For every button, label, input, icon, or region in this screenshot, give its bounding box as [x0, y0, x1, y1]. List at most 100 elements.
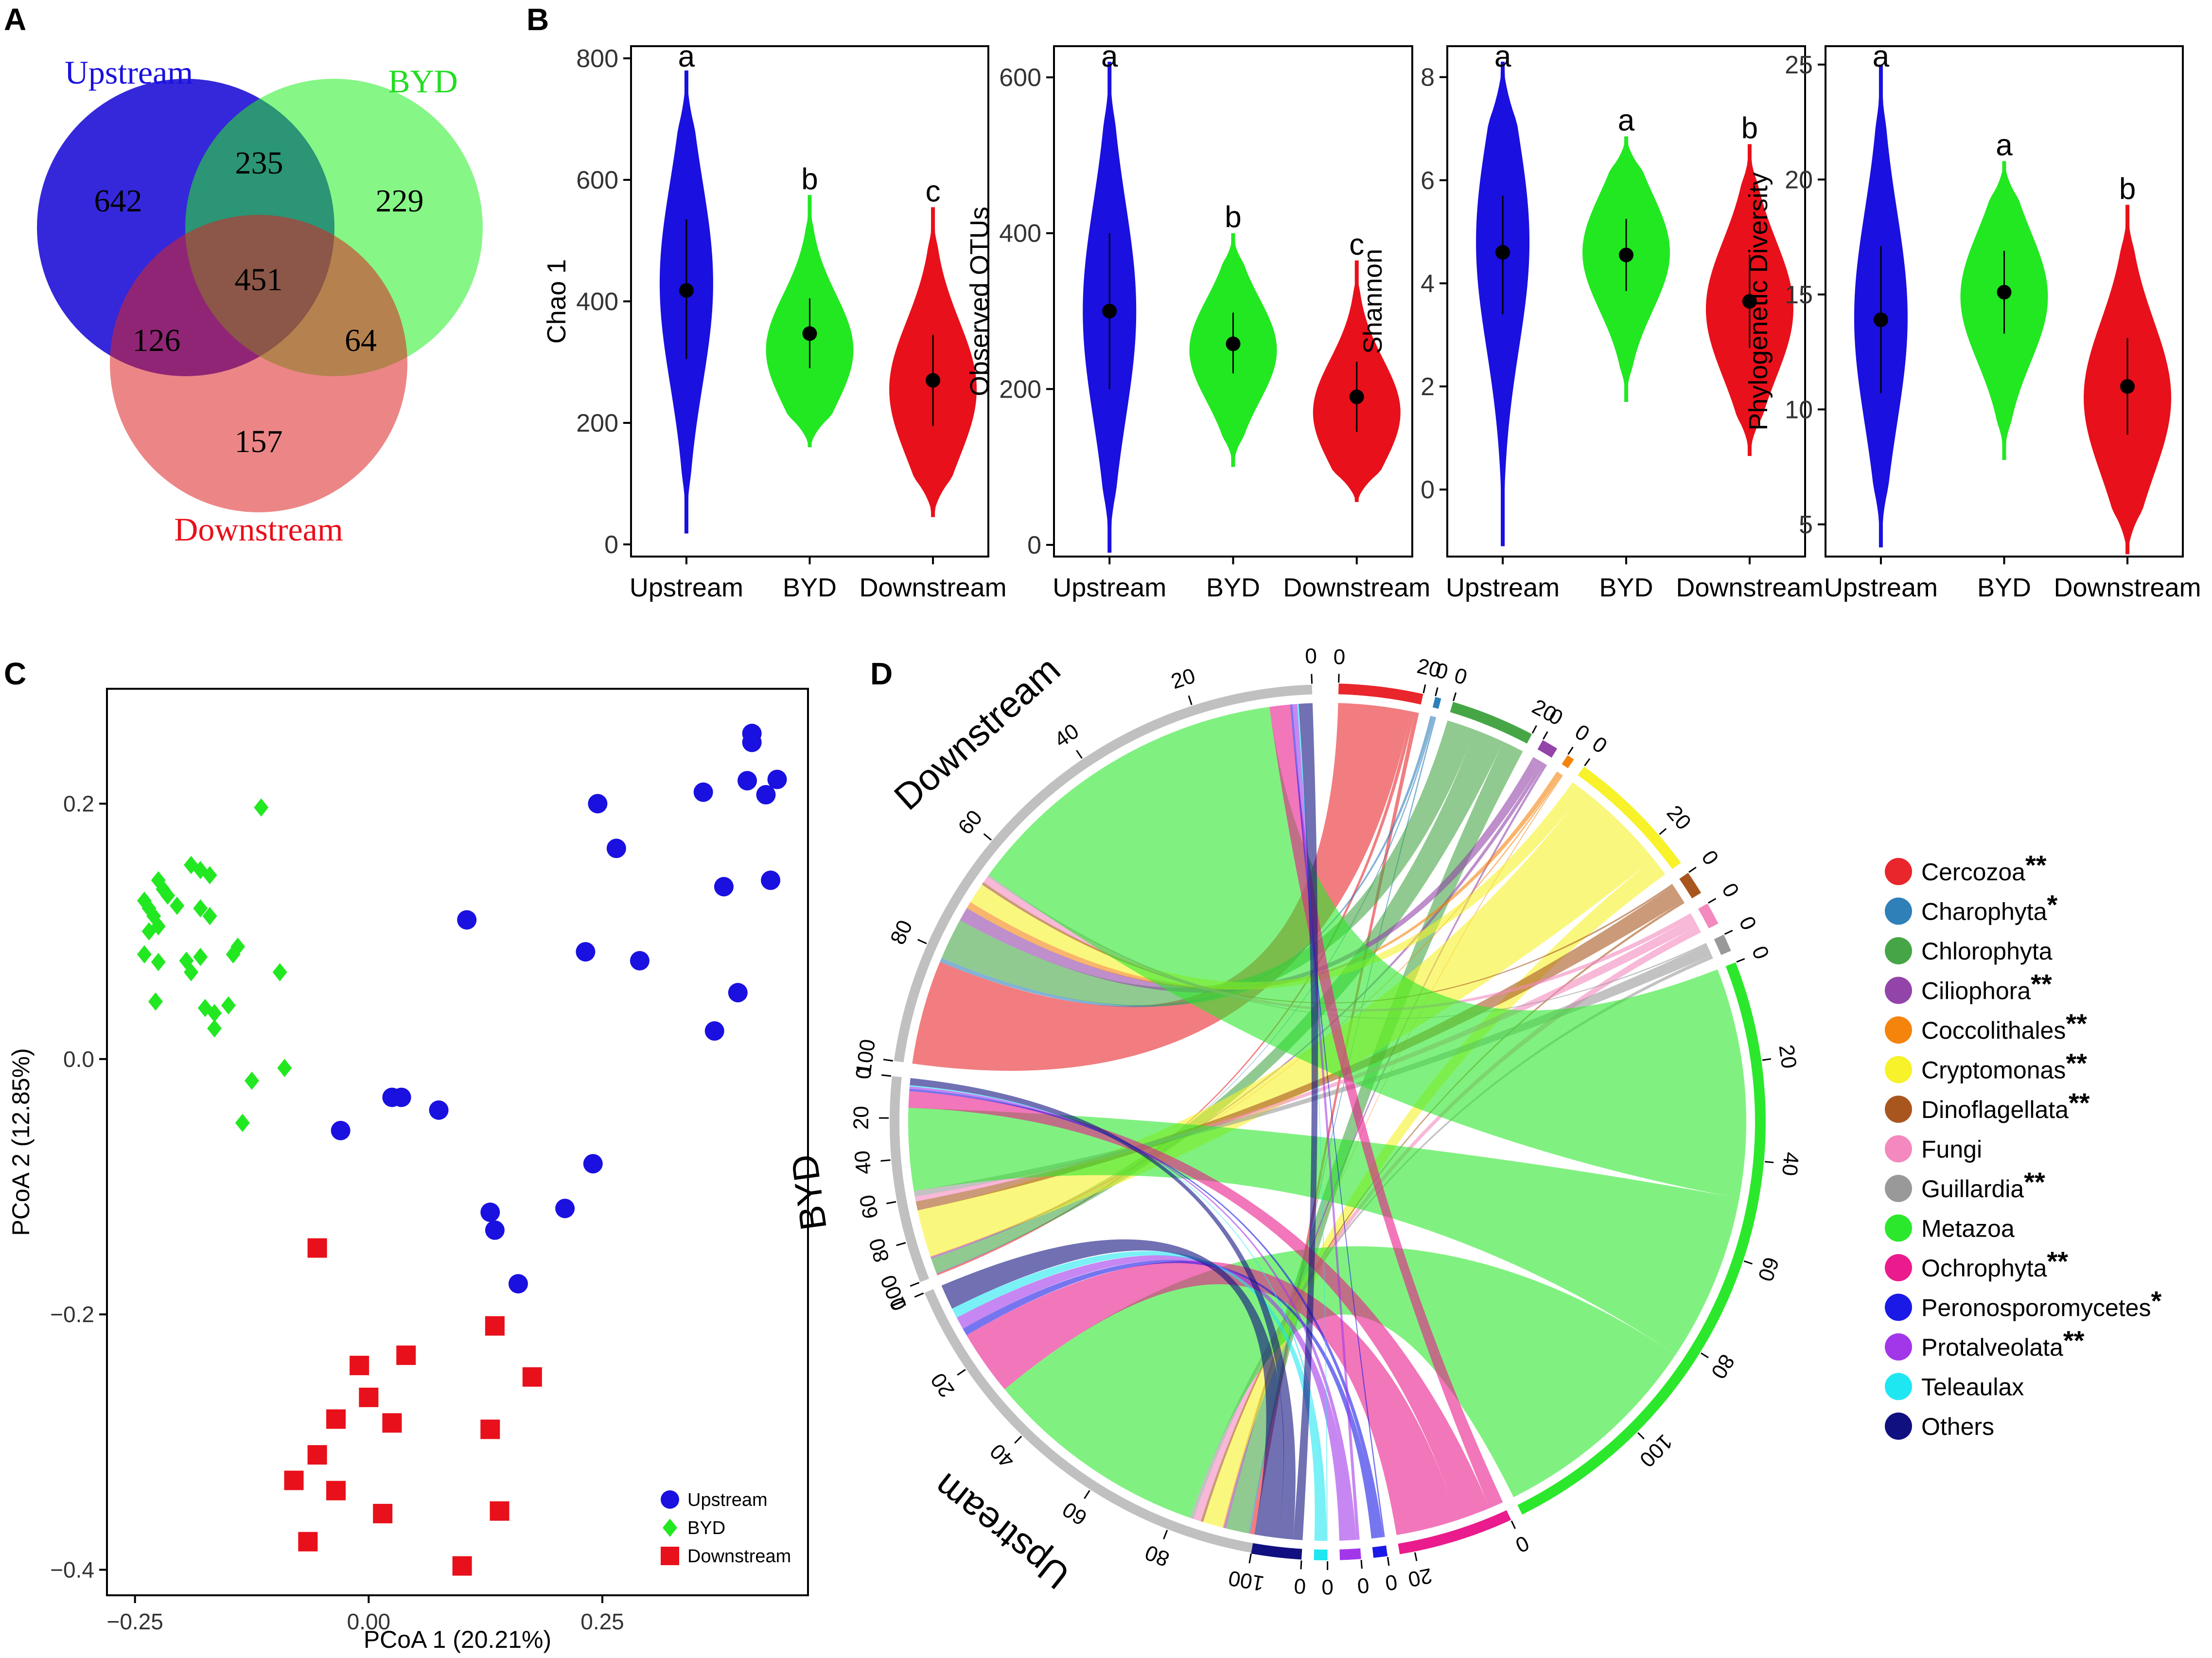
venn-label-byd: BYD	[388, 63, 458, 100]
legend-swatch	[1885, 1373, 1912, 1400]
legend-label: Cryptomonas**	[1921, 1048, 2087, 1084]
legend-significance: **	[2063, 1325, 2085, 1356]
data-point	[705, 1021, 724, 1041]
legend-swatch	[1885, 977, 1912, 1004]
legend-taxon-name: Peronosporomycetes	[1921, 1294, 2151, 1322]
y-tick-label: 5	[1799, 511, 1813, 539]
sector-tick-label: 40	[985, 1439, 1019, 1473]
legend-label: Chlorophyta	[1921, 938, 2053, 965]
sector-tick	[1415, 1553, 1417, 1561]
data-point	[737, 771, 757, 790]
median-point	[1350, 389, 1364, 404]
legend-label: Downstream	[687, 1546, 791, 1567]
significance-letter: b	[1741, 112, 1758, 145]
sector-protalveolata: 0	[1339, 1548, 1370, 1598]
sector-tick	[1765, 1162, 1773, 1163]
x-tick-label: Upstream	[630, 573, 743, 602]
sector-tick-label: 20	[1662, 801, 1696, 835]
median-point	[1102, 304, 1117, 318]
significance-letter: a	[1101, 40, 1118, 73]
venn-count-byd-only: 229	[376, 183, 424, 219]
sector-tick	[1737, 959, 1745, 962]
sector-tick	[1511, 1521, 1515, 1529]
sector-tick-label: 60	[953, 805, 987, 839]
legend-taxon-name: Metazoa	[1921, 1215, 2015, 1242]
median-point	[2120, 379, 2135, 394]
sector-tick	[1436, 687, 1438, 696]
y-axis-label: Phylogenetic Diversity	[1744, 172, 1773, 430]
sector-tick	[1015, 1436, 1021, 1443]
data-point	[490, 1501, 509, 1521]
sector-tick	[896, 1243, 906, 1246]
x-tick-label: Downstream	[2054, 573, 2201, 602]
data-point	[761, 871, 780, 890]
data-point	[485, 1316, 505, 1336]
data-point	[308, 1445, 327, 1465]
sector-tick-label: 0	[1717, 879, 1744, 902]
sector-tick	[1689, 867, 1696, 872]
sector-tick	[1701, 1353, 1708, 1358]
data-point	[742, 733, 762, 752]
legend-label: Fungi	[1921, 1136, 1982, 1163]
legend-swatch	[1885, 858, 1912, 885]
venn-circle-downstream	[110, 215, 407, 512]
data-point	[284, 1471, 304, 1490]
y-tick-label: 200	[576, 409, 618, 437]
legend-taxon-name: Fungi	[1921, 1136, 1982, 1163]
significance-letter: a	[1996, 128, 2013, 162]
sector-tick-label: 0	[1304, 644, 1317, 668]
median-point	[1874, 313, 1888, 327]
data-point	[485, 1221, 505, 1240]
y-tick-label: 600	[576, 166, 618, 194]
legend-label: Peronosporomycetes*	[1921, 1286, 2161, 1322]
data-point	[277, 1059, 292, 1077]
sector-tick	[1532, 726, 1536, 733]
sector-tick-label: 0	[1333, 645, 1346, 669]
legend-label: Upstream	[687, 1490, 768, 1510]
legend-label: Guillardia**	[1921, 1167, 2045, 1203]
legend-label: BYD	[687, 1518, 725, 1538]
y-tick-label: 0	[604, 531, 618, 559]
sector-tick	[914, 1293, 923, 1297]
sector-tick-label: 0	[1321, 1575, 1334, 1599]
sector-tick-label: 20	[1774, 1043, 1801, 1070]
panel-label-d: D	[870, 656, 893, 691]
chord-legend: Cercozoa**Charophyta*ChlorophytaCiliopho…	[1885, 850, 2161, 1440]
data-point	[273, 963, 287, 981]
significance-letter: a	[1618, 104, 1635, 138]
sector-tick	[1585, 759, 1590, 766]
legend-swatch	[1885, 1294, 1912, 1321]
sector-tick-label: 0	[1452, 663, 1470, 690]
data-point	[429, 1100, 449, 1120]
sector-arc	[1714, 935, 1731, 955]
data-point	[457, 910, 476, 929]
sector-tick	[1454, 693, 1456, 701]
data-point	[396, 1345, 416, 1365]
legend-taxon-name: Ochrophyta	[1921, 1255, 2047, 1282]
sector-tick	[1638, 1432, 1644, 1439]
sector-tick	[1708, 899, 1716, 903]
data-point	[588, 794, 607, 813]
significance-letter: b	[2119, 172, 2136, 206]
sector-tick-label: 40	[1050, 719, 1083, 752]
significance-letter: b	[1225, 201, 1241, 234]
sector-tick	[1543, 732, 1547, 739]
sector-arc	[1433, 697, 1441, 709]
sector-arc	[1562, 755, 1574, 768]
legend-swatch	[1885, 1254, 1912, 1281]
y-tick-label: 25	[1785, 51, 1813, 79]
significance-letter: a	[1494, 40, 1511, 73]
legend-label: Teleaulax	[1921, 1374, 2024, 1401]
y-tick-label: 0	[1421, 476, 1435, 504]
y-tick-label: 0.2	[63, 791, 94, 816]
y-tick-label: 8	[1421, 64, 1435, 92]
sector-tick-label: 0	[1588, 732, 1612, 758]
venn-count-upstream-downstream: 126	[133, 323, 181, 358]
data-point	[523, 1367, 542, 1387]
sector-tick-label: 60	[1753, 1254, 1783, 1284]
data-point	[607, 838, 626, 858]
legend-swatch	[1885, 1215, 1912, 1242]
sector-tick-label: 20	[926, 1368, 959, 1401]
